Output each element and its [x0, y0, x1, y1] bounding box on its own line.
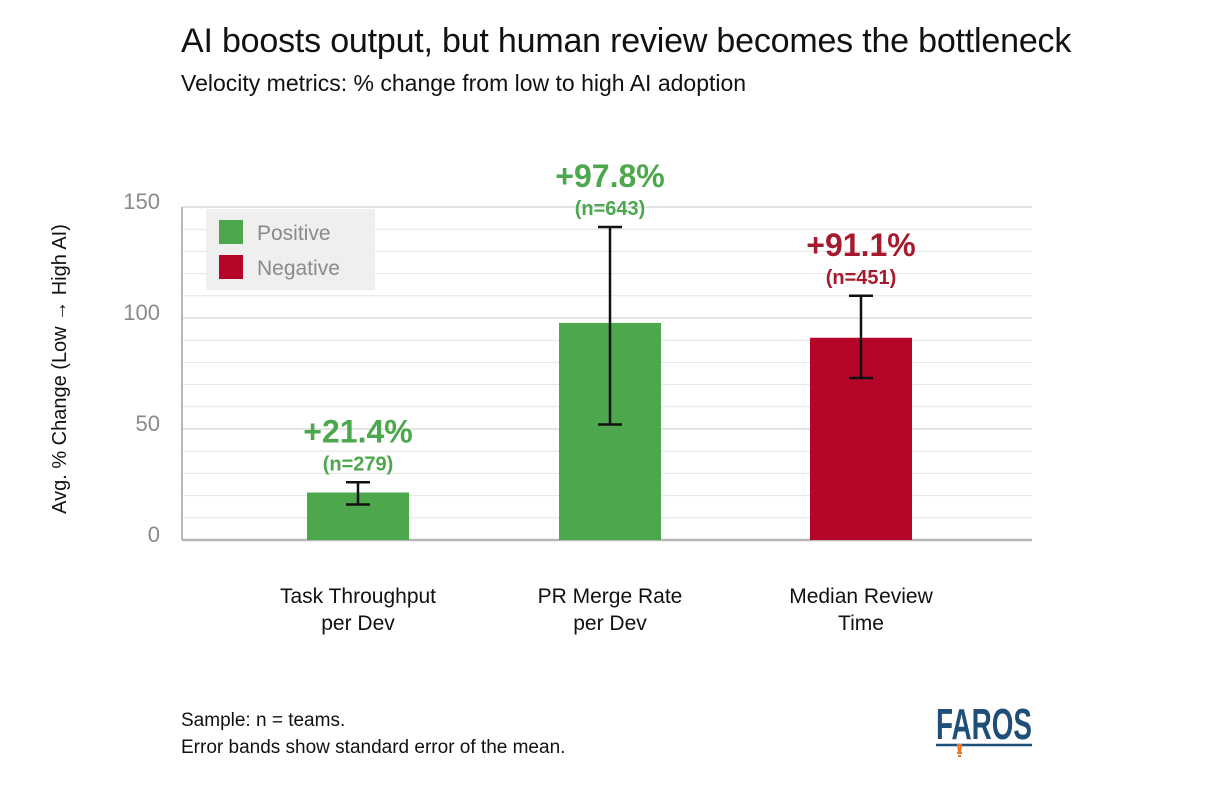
data-label: +97.8%: [555, 158, 664, 194]
x-tick-label: per Dev: [321, 612, 395, 635]
sample-size-label: (n=643): [575, 198, 646, 220]
data-label: +21.4%: [303, 413, 412, 449]
x-tick-label: Time: [838, 612, 884, 635]
legend-swatch-positive: [219, 220, 243, 244]
legend-label-negative: Negative: [257, 257, 340, 280]
y-tick-label: 50: [136, 411, 160, 436]
x-tick-label: per Dev: [573, 612, 647, 635]
bars-layer: [307, 225, 912, 540]
x-tick-label: Task Throughput: [280, 585, 436, 608]
sample-size-label: (n=451): [826, 267, 897, 289]
x-tick-label: PR Merge Rate: [538, 585, 683, 608]
legend-label-positive: Positive: [257, 222, 331, 245]
data-label: +91.1%: [806, 227, 915, 263]
sample-size-label: (n=279): [323, 453, 394, 475]
legend-swatch-negative: [219, 255, 243, 279]
footnote-sample: Sample: n = teams.: [181, 710, 346, 731]
faros-logo: FAROS: [936, 700, 1032, 757]
y-tick-label: 150: [123, 189, 160, 214]
bar-chart: 0 50 100 150 Avg. % Change (Low → High AI) P…: [49, 158, 1032, 635]
y-tick-label: 0: [148, 522, 160, 547]
y-axis-label: Avg. % Change (Low → High AI): [49, 224, 71, 514]
x-tick-label: Median Review: [789, 585, 933, 608]
chart-subtitle: Velocity metrics: % change from low to h…: [181, 70, 747, 96]
labels-layer: +21.4% (n=279) Task Throughput per Dev +97.8…: [280, 158, 934, 635]
chart-title: AI boosts output, but human review becom…: [181, 22, 1072, 60]
y-tick-label: 100: [123, 300, 160, 325]
logo-wordmark: FAROS: [936, 700, 1032, 749]
legend: Positive Negative: [206, 209, 375, 290]
footnote-error-bands: Error bands show standard error of the m…: [181, 737, 566, 758]
lighthouse-icon: [956, 744, 963, 757]
